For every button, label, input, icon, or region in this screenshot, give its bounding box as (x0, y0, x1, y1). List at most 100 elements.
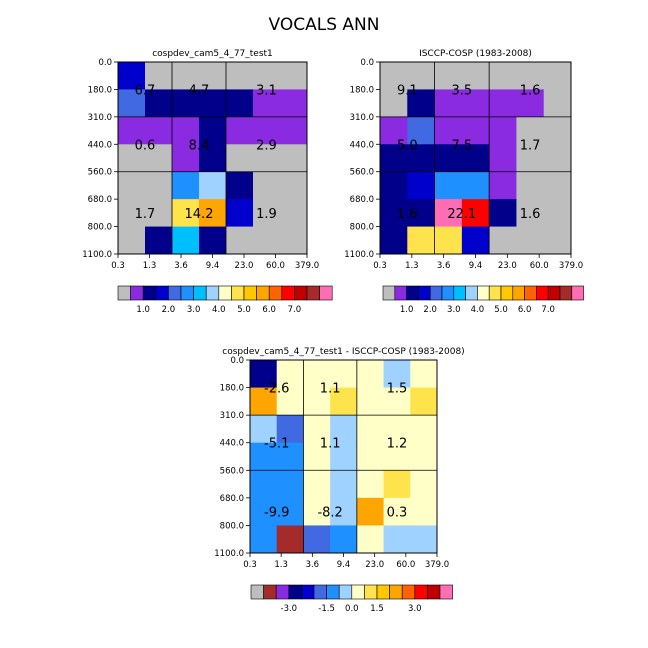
colorbar-label: 5.0 (237, 305, 251, 315)
colorbar-swatch (288, 584, 302, 600)
heatmap-cell (303, 497, 331, 526)
heatmap-cell (461, 171, 490, 200)
heatmap-cell (356, 497, 384, 526)
colorbar-label: 2.0 (162, 305, 176, 315)
y-tick-label: 310.0 (220, 411, 244, 421)
heatmap-cell (516, 89, 545, 118)
cell-value-label: 4.7 (189, 83, 210, 98)
heatmap-panel: cospdev_cam5_4_77_test1 6.7 4.7 3.1 0.6 8.4 2.… (82, 49, 333, 315)
heatmap-cell (383, 387, 411, 416)
heatmap-cell (280, 116, 308, 145)
heatmap-cell (199, 171, 227, 200)
heatmap-cell (380, 62, 408, 90)
y-tick-label: 1100.0 (214, 549, 244, 559)
heatmap-cell (280, 226, 308, 255)
heatmap-cell (434, 144, 463, 173)
heatmap-cell (356, 387, 384, 416)
heatmap-cell (543, 62, 572, 90)
colorbar-swatch (256, 285, 270, 301)
colorbar-swatch (281, 285, 295, 301)
y-tick-label: 0.0 (98, 58, 112, 68)
heatmap-cell (410, 387, 438, 416)
colorbar-swatch (306, 285, 320, 301)
y-tick-label: 440.0 (88, 140, 112, 150)
heatmap-cell (253, 89, 281, 118)
heatmap-cell (410, 360, 438, 388)
x-tick-label: 60.0 (266, 261, 285, 271)
colorbar-swatch (394, 285, 407, 301)
colorbar-swatch (294, 285, 308, 301)
heatmap-cell (489, 89, 517, 118)
colorbar-swatch (319, 285, 333, 301)
heatmap-cell (461, 226, 490, 255)
heatmap-cell (253, 199, 281, 227)
y-tick-label: 680.0 (350, 195, 374, 205)
heatmap-cell (199, 199, 227, 227)
cell-value-label: 8.4 (189, 138, 210, 153)
colorbar-label: 5.0 (494, 305, 508, 315)
heatmap-cell (226, 171, 254, 200)
y-tick-label: 560.0 (220, 466, 244, 476)
heatmap-cell (172, 144, 200, 173)
heatmap-cell (172, 171, 200, 200)
x-tick-label: 379.0 (295, 261, 319, 271)
heatmap-cell (330, 415, 358, 444)
colorbar-label: 0.0 (345, 604, 359, 614)
colorbar-swatch (465, 285, 478, 301)
colorbar-swatch (180, 285, 194, 301)
x-tick-label: 0.3 (111, 261, 125, 271)
colorbar-label: 1.5 (370, 604, 384, 614)
cell-value-label: 5.0 (397, 138, 418, 153)
y-tick-label: 560.0 (350, 168, 374, 178)
colorbar-label: -1.5 (318, 604, 335, 614)
heatmap-cell (118, 89, 146, 118)
colorbar-swatch (301, 584, 315, 600)
heatmap-cell (199, 144, 227, 173)
colorbar-swatch (429, 285, 443, 301)
heatmap-cell (276, 415, 304, 444)
colorbar-swatch (500, 285, 514, 301)
cell-value-label: 1.6 (397, 207, 418, 222)
heatmap-cell (145, 226, 173, 255)
colorbar-swatch (268, 285, 283, 301)
heatmap-cell (407, 116, 435, 145)
colorbar-swatch (168, 285, 182, 301)
x-tick-label: 3.6 (174, 261, 188, 271)
heatmap-cell (380, 144, 408, 173)
heatmap-cell (330, 442, 358, 471)
heatmap-cell (145, 171, 173, 200)
x-tick-label: 23.0 (498, 261, 517, 271)
heatmap-cell (280, 199, 308, 227)
heatmap-cell (250, 525, 278, 554)
main-title: VOCALS ANN (269, 15, 380, 35)
x-tick-label: 23.0 (365, 560, 384, 570)
heatmap-cell (199, 62, 227, 90)
colorbar-swatch (441, 285, 455, 301)
heatmap-cell (303, 470, 331, 499)
colorbar-label: 4.0 (212, 305, 226, 315)
heatmap-cell (356, 525, 384, 554)
heatmap-cell (172, 199, 200, 227)
heatmap-cell (199, 226, 227, 255)
heatmap-cell (516, 62, 545, 90)
x-tick-label: 379.0 (559, 261, 583, 271)
colorbar-swatch (313, 584, 327, 600)
heatmap-cell (253, 144, 281, 173)
heatmap-cell (516, 199, 545, 227)
heatmap-cell (118, 144, 146, 173)
heatmap-cell (118, 226, 146, 255)
heatmap-cell (276, 525, 304, 554)
colorbar-swatch (401, 584, 416, 600)
heatmap-cell (543, 144, 572, 173)
heatmap-cell (253, 226, 281, 255)
cell-value-label: 1.7 (135, 207, 156, 222)
heatmap-cell (407, 171, 435, 200)
colorbar-swatch (524, 285, 537, 301)
cell-value-label: -2.6 (264, 382, 289, 397)
colorbar-label: 3.0 (408, 604, 422, 614)
heatmap-cell (276, 497, 304, 526)
heatmap-cell (410, 415, 438, 444)
heatmap-cell (280, 171, 308, 200)
heatmap-cell (253, 62, 281, 90)
